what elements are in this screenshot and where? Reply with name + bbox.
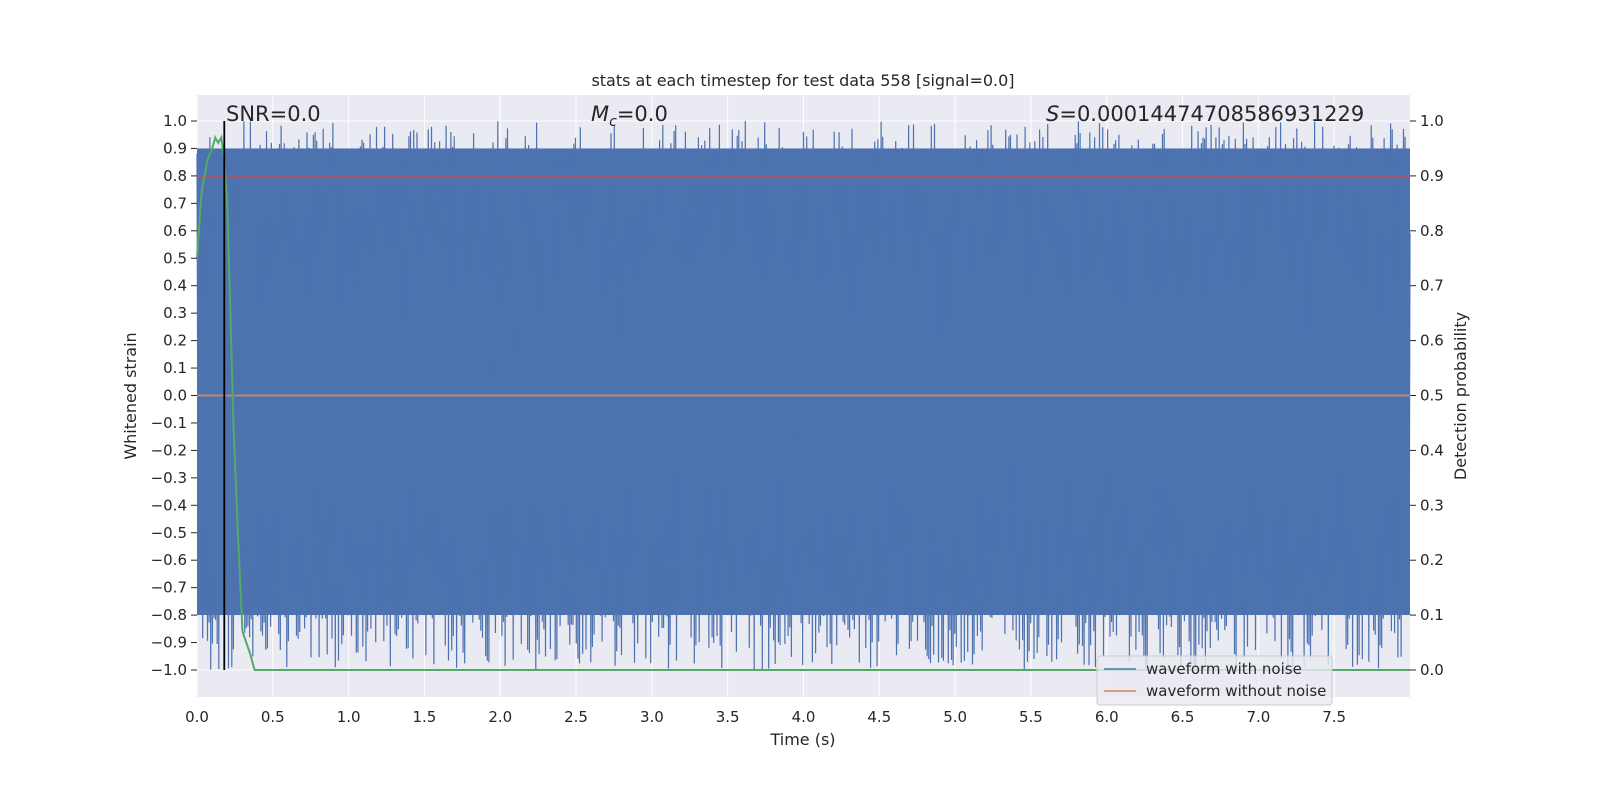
y-right-tick-label: 0.3 xyxy=(1420,496,1444,514)
y-right-tick-label: 0.0 xyxy=(1420,661,1444,679)
detection-probability-line xyxy=(196,134,1410,671)
mc-annotation: Mc=0.0 xyxy=(591,102,668,130)
x-tick-label: 3.5 xyxy=(716,708,740,726)
legend-label-clean: waveform without noise xyxy=(1146,682,1326,700)
chart-title: stats at each timestep for test data 558… xyxy=(591,71,1014,90)
legend-label-noise: waveform with noise xyxy=(1146,660,1302,678)
legend-box xyxy=(1096,655,1333,706)
s-annotation: S=0.00014474708586931229 xyxy=(1046,102,1364,126)
y-axis-right-label: Detection probability xyxy=(1451,312,1470,480)
y-axis-left-label: Whitened strain xyxy=(121,332,140,459)
y-right-tick-label: 0.6 xyxy=(1420,332,1444,350)
y-left-tick-label: 0.4 xyxy=(163,277,187,295)
y-left-tick-label: −0.4 xyxy=(151,496,187,514)
x-tick-label: 2.5 xyxy=(564,708,588,726)
y-right-tick-labels: 1.0 0.9 0.8 0.7 0.6 0.5 0.4 0.3 0.2 0.1 0.0 xyxy=(1410,112,1444,679)
series-waveform-with-noise xyxy=(196,121,1411,670)
y-left-tick-label: −0.5 xyxy=(151,524,187,542)
y-left-tick-label: −0.1 xyxy=(151,414,187,432)
y-left-tick-label: −0.3 xyxy=(151,469,187,487)
x-tick-label: 0.5 xyxy=(261,708,285,726)
x-tick-label: 6.0 xyxy=(1095,708,1119,726)
x-tick-label: 5.5 xyxy=(1019,708,1043,726)
y-left-tick-label: −0.6 xyxy=(151,551,187,569)
y-left-tick-label: 0.5 xyxy=(163,249,187,267)
snr-annotation: SNR=0.0 xyxy=(226,102,321,126)
x-tick-label: 7.5 xyxy=(1322,708,1346,726)
y-right-tick-label: 0.5 xyxy=(1420,387,1444,405)
y-right-tick-label: 0.7 xyxy=(1420,277,1444,295)
x-tick-label: 2.0 xyxy=(488,708,512,726)
x-tick-labels: 0.0 0.5 1.0 1.5 2.0 2.5 3.0 3.5 4.0 4.5 5.0 5.5 6.0 6… xyxy=(185,708,1346,726)
y-left-tick-label: 0.9 xyxy=(163,139,187,157)
x-tick-label: 7.0 xyxy=(1246,708,1270,726)
y-right-tick-label: 1.0 xyxy=(1420,112,1444,130)
y-left-tick-label: −0.8 xyxy=(151,606,187,624)
y-left-tick-label: 0.2 xyxy=(163,332,187,350)
x-axis-label: Time (s) xyxy=(769,730,835,749)
y-right-tick-label: 0.8 xyxy=(1420,222,1444,240)
y-left-tick-label: −0.9 xyxy=(151,634,187,652)
x-tick-label: 5.0 xyxy=(943,708,967,726)
y-right-tick-label: 0.1 xyxy=(1420,606,1444,624)
y-left-tick-label: 0.8 xyxy=(163,167,187,185)
y-left-tick-label: 0.0 xyxy=(163,387,187,405)
x-tick-label: 1.5 xyxy=(413,708,437,726)
y-right-tick-label: 0.2 xyxy=(1420,551,1444,569)
legend: waveform with noise waveform without noi… xyxy=(1096,655,1333,706)
x-tick-label: 3.0 xyxy=(640,708,664,726)
y-left-tick-label: 0.3 xyxy=(163,304,187,322)
x-tick-label: 4.5 xyxy=(867,708,891,726)
x-tick-label: 4.0 xyxy=(792,708,816,726)
series-lines xyxy=(196,121,1410,671)
y-left-tick-label: 0.7 xyxy=(163,194,187,212)
y-left-tick-labels: 1.0 0.9 0.8 0.7 0.6 0.5 0.4 0.3 0.2 0.1 0.0 −0.1 −0.… xyxy=(151,112,197,679)
y-left-tick-label: 1.0 xyxy=(163,112,187,130)
y-right-tick-label: 0.9 xyxy=(1420,167,1444,185)
x-tick-label: 0.0 xyxy=(185,708,209,726)
x-tick-label: 1.0 xyxy=(337,708,361,726)
y-left-tick-label: 0.1 xyxy=(163,359,187,377)
y-left-tick-label: −1.0 xyxy=(151,661,187,679)
y-left-tick-label: −0.7 xyxy=(151,579,187,597)
y-left-tick-label: 0.6 xyxy=(163,222,187,240)
x-tick-label: 6.5 xyxy=(1171,708,1195,726)
y-right-tick-label: 0.4 xyxy=(1420,441,1444,459)
y-left-tick-label: −0.2 xyxy=(151,441,187,459)
